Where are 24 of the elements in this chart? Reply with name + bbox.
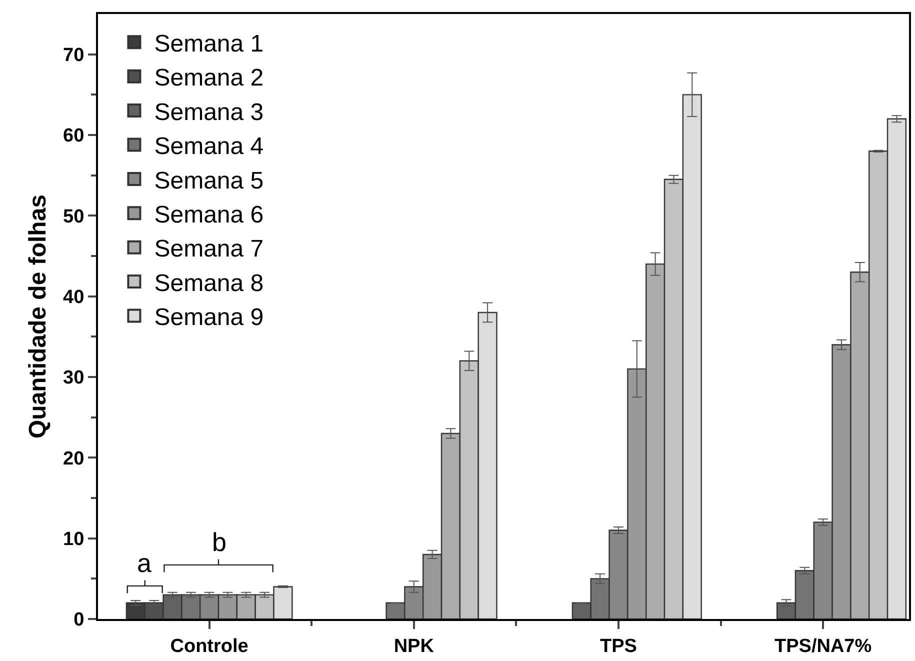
annotation: a <box>137 548 152 578</box>
y-tick-label: 0 <box>74 610 84 631</box>
y-tick-label: 50 <box>63 206 84 228</box>
y-tick-label: 20 <box>63 448 84 470</box>
legend-label: Semana 6 <box>154 202 264 229</box>
legend-label: Semana 8 <box>154 270 264 297</box>
x-tick-label: TPS <box>600 636 637 657</box>
legend-label: Semana 5 <box>154 167 264 194</box>
legend-label: Semana 2 <box>154 64 264 92</box>
legend-label: Semana 4 <box>154 133 264 160</box>
legend-label: Semana 3 <box>154 98 264 126</box>
y-tick-label: 30 <box>63 368 84 389</box>
x-tick-label: TPS/NA7% <box>774 636 872 657</box>
annotation: b <box>212 527 226 557</box>
y-axis-title: Quantidade de folhas <box>24 194 52 439</box>
x-tick-label: NPK <box>394 636 434 657</box>
legend-label: Semana 1 <box>154 30 264 58</box>
legend-label: Semana 7 <box>154 236 264 263</box>
legend-label: Semana 9 <box>154 304 264 332</box>
y-tick-label: 70 <box>63 44 84 66</box>
x-tick-label: Controle <box>170 636 248 657</box>
y-tick-label: 60 <box>63 126 84 147</box>
y-tick-label: 10 <box>63 528 84 550</box>
y-tick-label: 40 <box>63 286 84 308</box>
